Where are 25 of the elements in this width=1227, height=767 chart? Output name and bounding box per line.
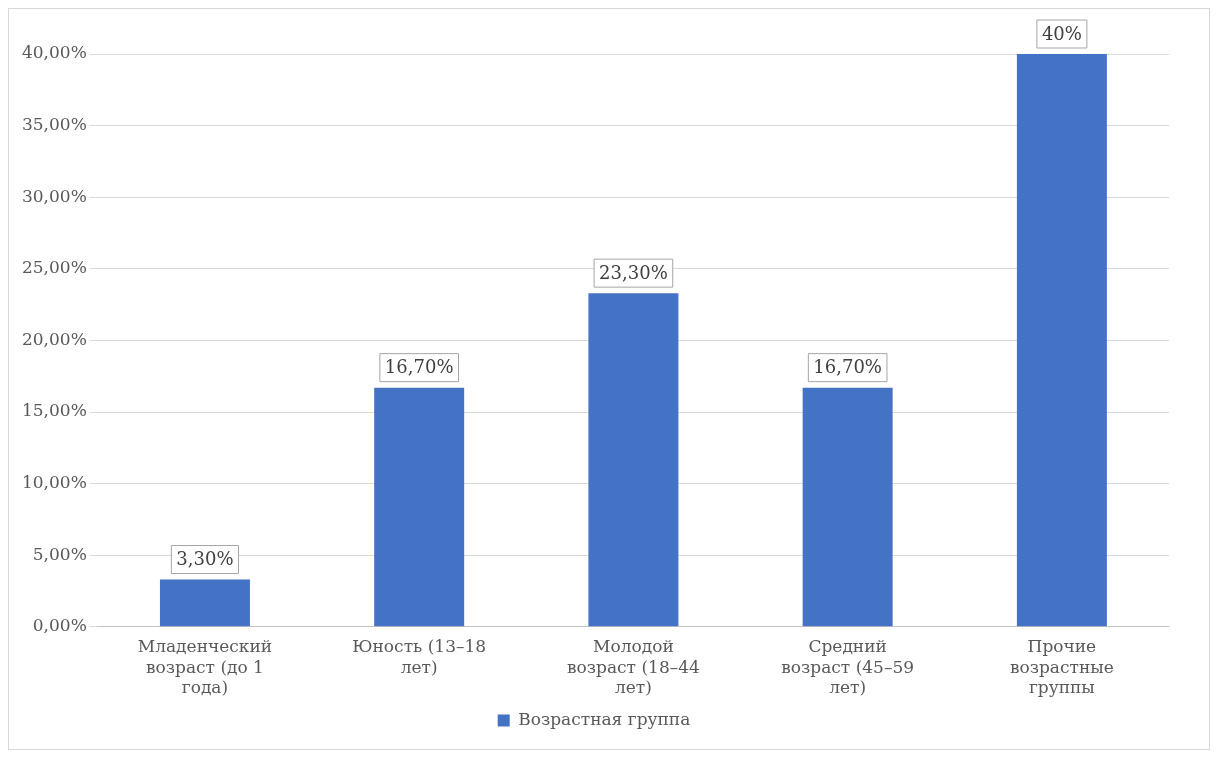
data-label: 16,70% bbox=[384, 356, 454, 378]
bar bbox=[374, 387, 465, 627]
y-tick-label: 0,00% bbox=[32, 615, 87, 636]
x-tick-label: Прочие возрастные группы bbox=[1009, 636, 1114, 698]
x-tick-label: Младенческий возраст (до 1 года) bbox=[137, 636, 273, 698]
bar bbox=[1016, 54, 1107, 627]
data-label: 16,70% bbox=[813, 356, 882, 378]
y-tick-label: 30,00% bbox=[21, 185, 87, 206]
legend-label: Возрастная группа bbox=[518, 708, 691, 729]
y-tick-label: 25,00% bbox=[21, 257, 87, 278]
bar bbox=[802, 387, 893, 627]
y-tick-label: 35,00% bbox=[21, 114, 87, 135]
y-tick-label: 10,00% bbox=[21, 472, 87, 493]
x-tick-label: Юность (13–18 лет) bbox=[352, 636, 487, 677]
x-tick-label: Молодой возраст (18–44 лет) bbox=[567, 636, 700, 698]
bar bbox=[588, 293, 679, 627]
data-label: 23,30% bbox=[599, 261, 668, 283]
bar bbox=[159, 579, 250, 627]
x-tick-label: Средний возраст (45–59 лет) bbox=[781, 636, 915, 698]
data-label: 40% bbox=[1041, 22, 1082, 44]
y-tick-label: 20,00% bbox=[21, 328, 87, 349]
data-label: 3,30% bbox=[176, 548, 234, 570]
y-tick-label: 5,00% bbox=[32, 543, 87, 564]
y-tick-label: 40,00% bbox=[21, 42, 87, 63]
y-tick-label: 15,00% bbox=[21, 400, 87, 421]
